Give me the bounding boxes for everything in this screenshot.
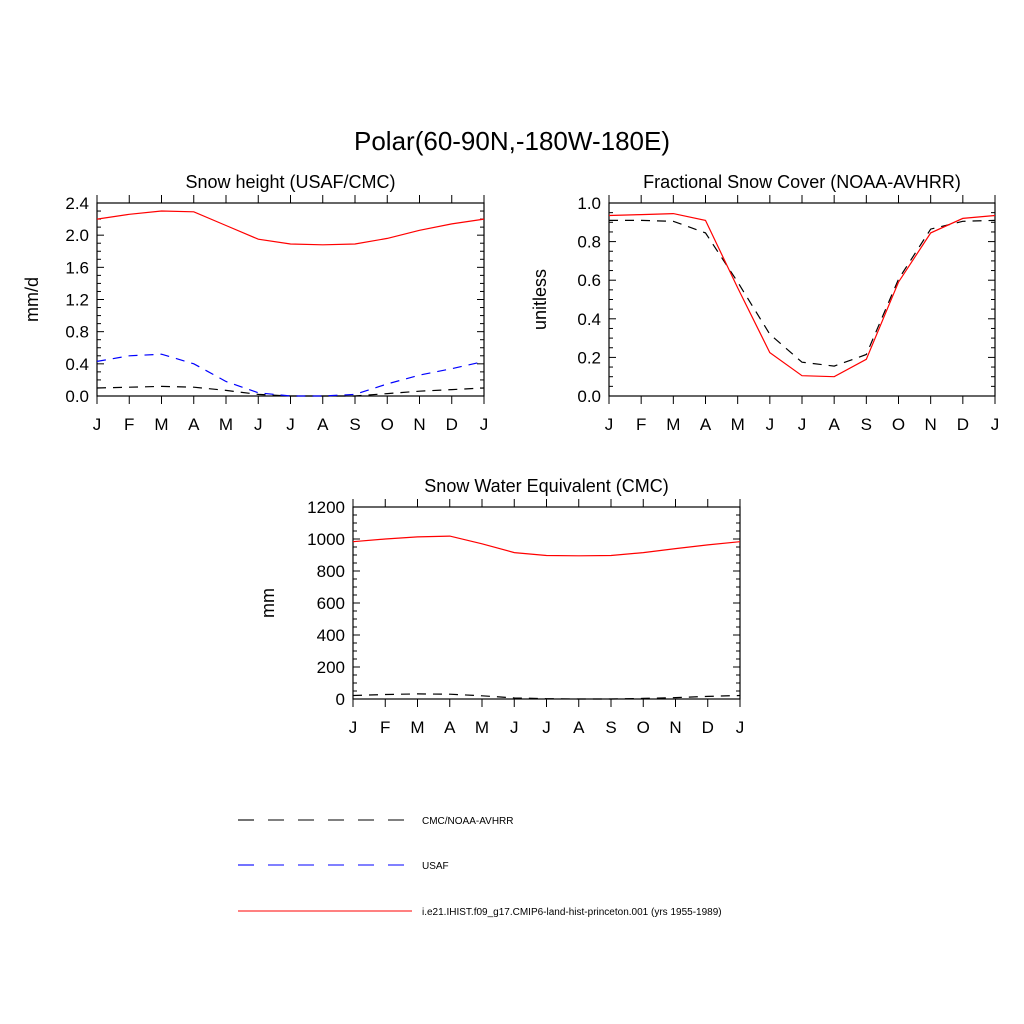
legend-label: i.e21.IHIST.f09_g17.CMIP6-land-hist-prin… — [422, 907, 722, 918]
x-tick-label: J — [542, 718, 551, 737]
x-tick-label: D — [446, 415, 458, 434]
x-tick-label: N — [669, 718, 681, 737]
y-tick-label: 400 — [317, 626, 345, 645]
x-tick-label: M — [154, 415, 168, 434]
plot-frame — [608, 202, 996, 397]
series-line-1 — [96, 353, 485, 397]
x-tick-label: F — [124, 415, 134, 434]
x-tick-label: F — [380, 718, 390, 737]
series-line-1 — [352, 535, 741, 557]
series-line-0 — [352, 693, 741, 700]
y-tick-label: 200 — [317, 658, 345, 677]
plots: Snow height (USAF/CMC) mm/d 0.0 0.4 0.8 1.2 1.… — [22, 172, 999, 737]
x-tick-label: F — [636, 415, 646, 434]
y-tick-label: 1.6 — [65, 258, 89, 277]
x-tick-label: M — [475, 718, 489, 737]
x-tick-label: A — [317, 415, 329, 434]
plot-frame — [96, 202, 485, 397]
y-axis-label: mm/d — [22, 277, 42, 322]
panel-swe: Snow Water Equivalent (CMC) mm 0 200 400 600 8… — [258, 476, 744, 737]
x-tick-label: S — [605, 718, 616, 737]
y-tick-label: 0 — [336, 690, 345, 709]
y-tick-label: 0.4 — [65, 355, 89, 374]
y-tick-label: 2.4 — [65, 194, 89, 213]
y-tick-label: 0.0 — [65, 387, 89, 406]
x-tick-label: O — [892, 415, 905, 434]
x-tick-label: J — [605, 415, 614, 434]
series-line-0 — [96, 385, 485, 397]
x-tick-label: N — [925, 415, 937, 434]
figure-title: Polar(60-90N,-180W-180E) — [354, 126, 670, 156]
legend-label: USAF — [422, 861, 449, 872]
x-tick-label: J — [93, 415, 102, 434]
y-tick-label: 2.0 — [65, 226, 89, 245]
x-tick-label: J — [736, 718, 745, 737]
x-tick-label: D — [957, 415, 969, 434]
y-tick-label: 1.2 — [65, 291, 89, 310]
y-axis-label: unitless — [530, 269, 550, 330]
x-tick-label: A — [444, 718, 456, 737]
x-tick-label: N — [413, 415, 425, 434]
y-tick-label: 600 — [317, 594, 345, 613]
x-tick-label: A — [188, 415, 200, 434]
x-tick-label: M — [410, 718, 424, 737]
y-tick-label: 1200 — [307, 498, 345, 517]
legend-entry: i.e21.IHIST.f09_g17.CMIP6-land-hist-prin… — [238, 907, 722, 918]
panel-title: Snow Water Equivalent (CMC) — [424, 476, 668, 496]
legend: CMC/NOAA-AVHRR USAF i.e21.IHIST.f09_g17.CM… — [238, 816, 722, 918]
y-tick-label: 800 — [317, 562, 345, 581]
x-tick-label: A — [828, 415, 840, 434]
panel-snow-height: Snow height (USAF/CMC) mm/d 0.0 0.4 0.8 1.2 1.… — [22, 172, 488, 434]
plot-frame — [352, 506, 741, 700]
x-tick-label: J — [349, 718, 358, 737]
x-tick-label: O — [381, 415, 394, 434]
legend-entry: USAF — [238, 861, 449, 872]
x-tick-label: J — [510, 718, 519, 737]
x-tick-label: J — [798, 415, 807, 434]
panel-title: Fractional Snow Cover (NOAA-AVHRR) — [643, 172, 961, 192]
y-tick-label: 0.2 — [577, 348, 601, 367]
series-line-2 — [96, 210, 485, 246]
y-tick-label: 0.8 — [65, 323, 89, 342]
x-tick-label: M — [731, 415, 745, 434]
x-tick-label: S — [861, 415, 872, 434]
x-tick-label: J — [254, 415, 263, 434]
x-tick-label: J — [991, 415, 1000, 434]
y-axis-label: mm — [258, 588, 278, 618]
x-tick-label: A — [700, 415, 712, 434]
y-tick-label: 0.6 — [577, 271, 601, 290]
x-tick-label: S — [349, 415, 360, 434]
panel-title: Snow height (USAF/CMC) — [185, 172, 395, 192]
x-tick-label: M — [219, 415, 233, 434]
y-tick-label: 1000 — [307, 530, 345, 549]
legend-label: CMC/NOAA-AVHRR — [422, 816, 513, 827]
y-tick-label: 1.0 — [577, 194, 601, 213]
x-tick-label: J — [766, 415, 775, 434]
x-tick-label: D — [702, 718, 714, 737]
panel-snow-cover: Fractional Snow Cover (NOAA-AVHRR) unitle… — [530, 172, 999, 434]
x-tick-label: O — [637, 718, 650, 737]
y-tick-label: 0.8 — [577, 233, 601, 252]
y-tick-label: 0.4 — [577, 310, 601, 329]
series-line-1 — [608, 212, 996, 378]
x-tick-label: M — [666, 415, 680, 434]
x-tick-label: A — [573, 718, 585, 737]
x-tick-label: J — [480, 415, 489, 434]
legend-entry: CMC/NOAA-AVHRR — [238, 816, 513, 827]
y-tick-label: 0.0 — [577, 387, 601, 406]
x-tick-label: J — [286, 415, 295, 434]
series-line-0 — [609, 219, 996, 367]
